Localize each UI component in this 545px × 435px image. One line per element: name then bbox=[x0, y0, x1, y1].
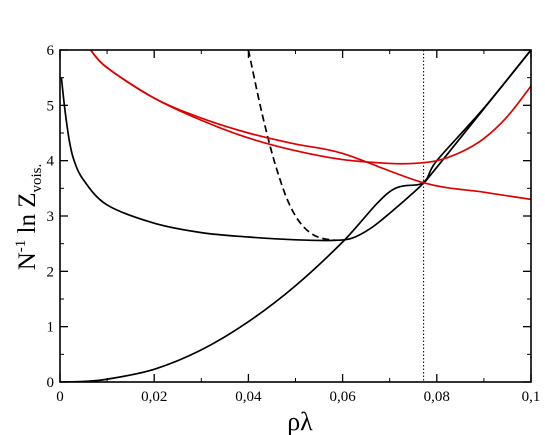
x-axis-title: ρλ bbox=[287, 407, 313, 435]
y-tick-label: 5 bbox=[47, 98, 55, 114]
x-tick-label: 0,04 bbox=[235, 389, 262, 405]
y-axis-title: N-1 ln Zvois. bbox=[13, 164, 45, 271]
series-line-2 bbox=[60, 50, 531, 242]
y-tick-label: 6 bbox=[47, 43, 55, 59]
x-tick-label: 0 bbox=[56, 389, 64, 405]
y-axis-title-sub: vois. bbox=[29, 164, 45, 193]
x-tick-label: 0,02 bbox=[141, 389, 167, 405]
x-tick-label: 0,06 bbox=[329, 389, 356, 405]
series-line-3 bbox=[247, 50, 336, 242]
y-tick-label: 1 bbox=[47, 320, 55, 336]
series-line-5 bbox=[89, 50, 531, 165]
y-axis-title-main: N bbox=[14, 252, 41, 270]
x-tick-label: 0,1 bbox=[522, 389, 541, 405]
y-tick-label: 4 bbox=[47, 154, 55, 170]
x-tick-label: 0,08 bbox=[424, 389, 450, 405]
y-axis-title-sup: -1 bbox=[13, 240, 29, 253]
y-tick-label: 2 bbox=[47, 264, 55, 280]
plot-lines bbox=[60, 50, 531, 382]
x-axis-ticks: 0 0,02 0,04 0,06 0,08 0,1 bbox=[56, 50, 540, 405]
y-tick-label: 3 bbox=[47, 209, 55, 225]
y-axis-title-mid: ln Z bbox=[14, 192, 41, 239]
y-axis-ticks: 0 1 2 3 4 5 6 bbox=[47, 43, 531, 391]
series-line-4 bbox=[89, 50, 531, 201]
y-tick-label: 0 bbox=[47, 375, 55, 391]
